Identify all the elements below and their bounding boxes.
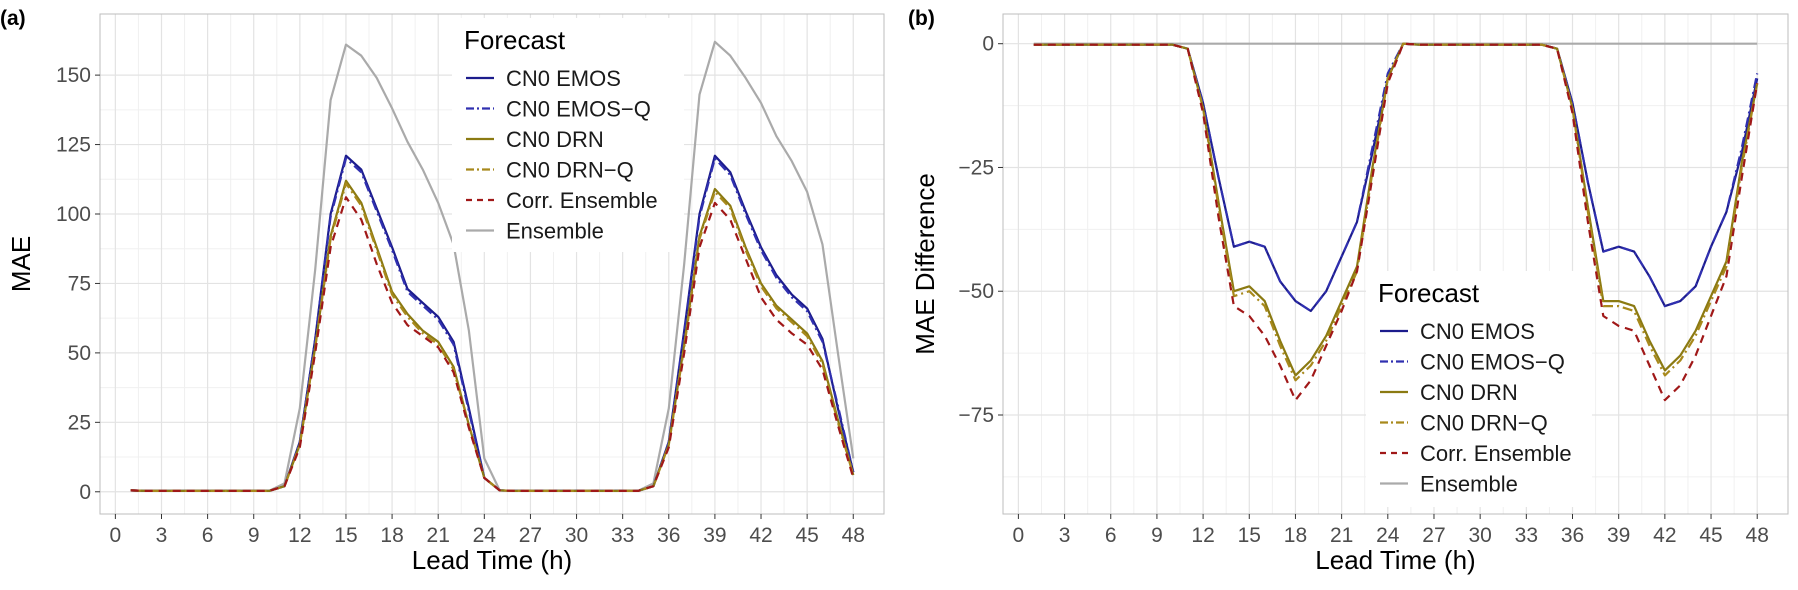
ticks-b: 0 3 6 9 12 15 18 21 24 27 30 33 36 39 42 45 480−25−50−75 [958, 33, 1769, 547]
x-tick-label: 45 [1699, 524, 1722, 547]
x-tick-label: 18 [380, 524, 403, 547]
y-tick-label: 0 [982, 33, 994, 56]
plot-frame-b [1002, 13, 1789, 515]
y-tick-label: 50 [68, 342, 91, 365]
legend-label-cn0-drn: CN0 DRN [1420, 380, 1518, 405]
y-axis-title-a: MAE [6, 236, 36, 292]
y-tick-label: 150 [56, 64, 91, 87]
series-layer-a [130, 40, 855, 492]
x-tick-label: 27 [519, 524, 542, 547]
legend-label-cn0-emos-q: CN0 EMOS−Q [506, 97, 651, 122]
x-axis-title-b: Lead Time (h) [1315, 545, 1475, 575]
y-tick-label: −75 [958, 404, 994, 427]
x-tick-label: 3 [1059, 524, 1071, 547]
series-line-cn0-drn-q [130, 182, 855, 492]
x-tick-label: 21 [1330, 524, 1353, 547]
legend-title-a: Forecast [464, 25, 566, 55]
x-tick-label: 33 [1515, 524, 1538, 547]
series-line-corr-ensemble [130, 196, 855, 492]
x-tick-label: 9 [248, 524, 260, 547]
panel-label-a: (a) [0, 7, 26, 30]
panel-label-b: (b) [908, 7, 935, 30]
legend-label-cn0-drn-q: CN0 DRN−Q [1420, 411, 1548, 436]
y-axis-title-b: MAE Difference [910, 173, 940, 355]
x-tick-label: 39 [703, 524, 726, 547]
x-tick-label: 42 [1653, 524, 1676, 547]
legend-b: Forecast CN0 EMOS CN0 EMOS−Q CN0 DRN CN0 DR… [1366, 271, 1592, 507]
x-tick-label: 6 [202, 524, 214, 547]
x-tick-label: 24 [1376, 524, 1400, 547]
x-tick-label: 0 [110, 524, 122, 547]
x-tick-label: 12 [288, 524, 311, 547]
x-tick-label: 6 [1105, 524, 1117, 547]
x-tick-label: 12 [1191, 524, 1214, 547]
x-tick-label: 45 [795, 524, 818, 547]
x-axis-title-a: Lead Time (h) [412, 545, 572, 575]
x-tick-label: 3 [156, 524, 168, 547]
x-tick-label: 30 [565, 524, 588, 547]
panel-b: (b) 0 3 6 9 12 15 18 21 24 27 30 33 36 39 42 45 480−25−5… [908, 7, 1789, 575]
x-tick-label: 36 [657, 524, 680, 547]
y-tick-label: 0 [79, 481, 91, 504]
x-tick-label: 15 [1238, 524, 1261, 547]
x-tick-label: 24 [473, 524, 497, 547]
series-line-corr-ensemble [1033, 42, 1759, 402]
series-line-cn0-emos [1033, 42, 1759, 313]
legend-title-b: Forecast [1378, 278, 1480, 308]
x-tick-label: 0 [1013, 524, 1025, 547]
legend-label-corr-ensemble: Corr. Ensemble [1420, 441, 1572, 466]
x-tick-label: 48 [1746, 524, 1769, 547]
series-layer-b [1033, 42, 1759, 402]
x-tick-label: 30 [1468, 524, 1491, 547]
legend-label-ensemble: Ensemble [1420, 472, 1518, 497]
y-tick-label: 100 [56, 203, 91, 226]
y-tick-label: −50 [958, 280, 994, 303]
legend-background-b [1366, 271, 1592, 507]
x-tick-label: 9 [1151, 524, 1163, 547]
x-tick-label: 42 [749, 524, 772, 547]
series-line-cn0-emos-q [1033, 42, 1759, 313]
x-tick-label: 18 [1284, 524, 1307, 547]
legend-label-cn0-emos-q: CN0 EMOS−Q [1420, 350, 1565, 375]
x-tick-label: 48 [842, 524, 865, 547]
legend-label-cn0-drn-q: CN0 DRN−Q [506, 158, 634, 183]
legend-background-a [452, 18, 684, 252]
legend-label-cn0-emos: CN0 EMOS [506, 66, 621, 91]
legend-label-cn0-drn: CN0 DRN [506, 127, 604, 152]
x-tick-label: 15 [334, 524, 357, 547]
plot-frame-a [99, 13, 885, 515]
x-tick-label: 39 [1607, 524, 1630, 547]
ticks-a: 0 3 6 9 12 15 18 21 24 27 30 33 36 39 42 45 480255075100… [56, 64, 865, 547]
legend-a: Forecast CN0 EMOS CN0 EMOS−Q CN0 DRN CN0 DR… [452, 18, 684, 252]
y-tick-label: 75 [68, 272, 91, 295]
x-tick-label: 36 [1561, 524, 1584, 547]
x-tick-label: 27 [1422, 524, 1445, 547]
y-tick-label: 125 [56, 134, 91, 157]
y-tick-label: 25 [68, 411, 91, 434]
legend-label-cn0-emos: CN0 EMOS [1420, 319, 1535, 344]
legend-label-ensemble: Ensemble [506, 219, 604, 244]
x-tick-label: 21 [427, 524, 450, 547]
panel-a: (a) 0 3 6 9 12 15 18 21 24 27 30 33 36 39 42 45 48025507… [0, 7, 885, 575]
y-tick-label: −25 [958, 156, 994, 179]
legend-label-corr-ensemble: Corr. Ensemble [506, 188, 658, 213]
x-tick-label: 33 [611, 524, 634, 547]
